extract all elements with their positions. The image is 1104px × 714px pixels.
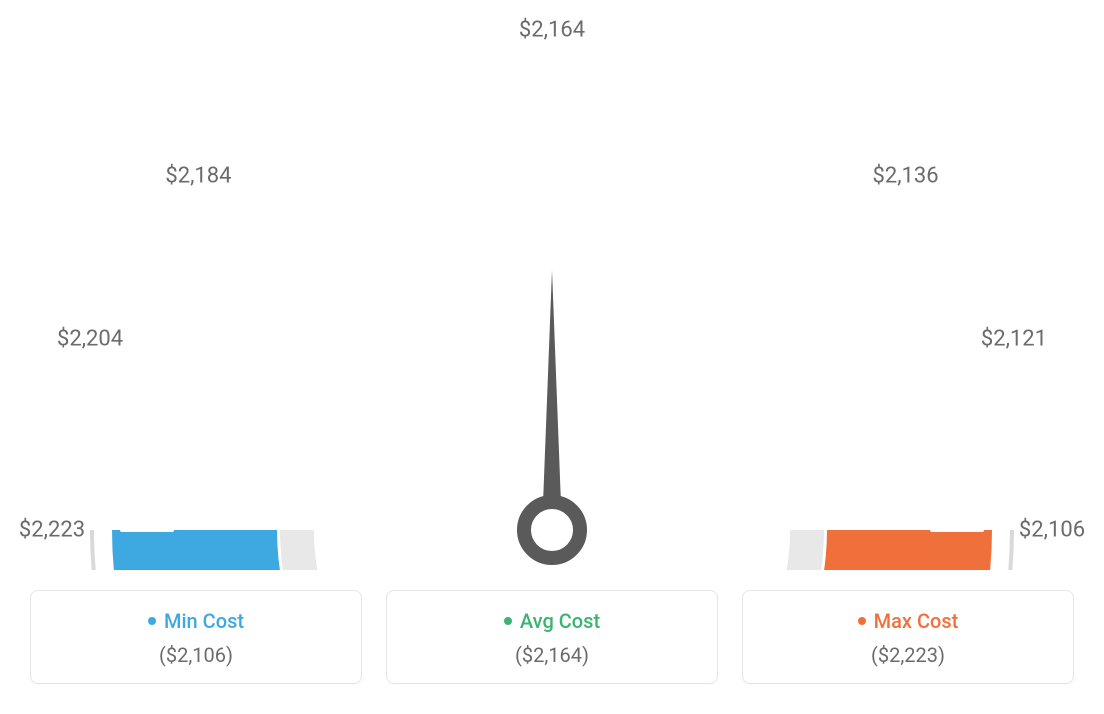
dot-icon: [148, 617, 156, 625]
gauge-tick-label: $2,106: [1019, 518, 1085, 543]
legend-title-min: Min Cost: [31, 609, 361, 633]
gauge-svg: [30, 30, 1074, 570]
gauge-tick-label: $2,121: [981, 326, 1047, 351]
legend-value-min: ($2,106): [31, 643, 361, 667]
gauge-tick-label: $2,223: [19, 518, 85, 543]
legend-card-avg: Avg Cost ($2,164): [386, 590, 718, 684]
legend-label-min: Min Cost: [164, 609, 244, 633]
gauge-tick-label: $2,164: [519, 18, 585, 43]
legend-value-avg: ($2,164): [387, 643, 717, 667]
legend-label-avg: Avg Cost: [520, 609, 600, 633]
gauge-tick-label: $2,136: [872, 164, 938, 189]
cost-gauge-widget: $2,106$2,121$2,136$2,164$2,184$2,204$2,2…: [30, 30, 1074, 684]
dot-icon: [504, 617, 512, 625]
legend-label-max: Max Cost: [874, 609, 959, 633]
legend-card-max: Max Cost ($2,223): [742, 590, 1074, 684]
legend-title-max: Max Cost: [743, 609, 1073, 633]
gauge-tick-label: $2,204: [57, 326, 123, 351]
legend-value-max: ($2,223): [743, 643, 1073, 667]
gauge-chart: $2,106$2,121$2,136$2,164$2,184$2,204$2,2…: [30, 30, 1074, 570]
legend-title-avg: Avg Cost: [387, 609, 717, 633]
legend-card-min: Min Cost ($2,106): [30, 590, 362, 684]
gauge-tick-label: $2,184: [165, 164, 231, 189]
legend-row: Min Cost ($2,106) Avg Cost ($2,164) Max …: [30, 590, 1074, 684]
dot-icon: [858, 617, 866, 625]
